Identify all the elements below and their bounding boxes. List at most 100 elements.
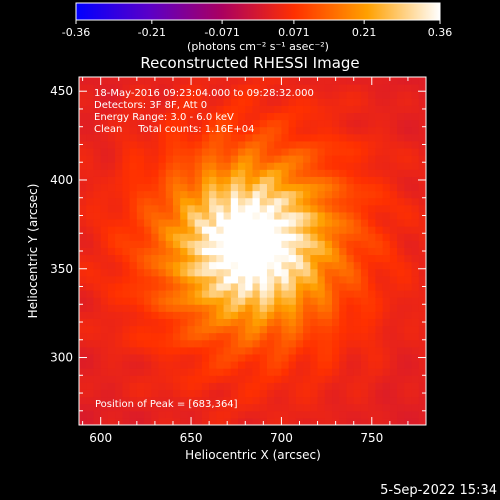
heatmap-cell: [79, 304, 87, 312]
heatmap-cell: [165, 233, 174, 241]
heatmap-cell: [375, 84, 384, 92]
heatmap-cell: [259, 211, 268, 220]
heatmap-cell: [281, 183, 290, 192]
heatmap-cell: [295, 275, 304, 284]
heatmap-cell: [259, 197, 268, 206]
heatmap-cell: [332, 247, 340, 256]
heatmap-cell: [93, 396, 102, 405]
heatmap-cell: [332, 368, 340, 376]
heatmap-cell: [172, 261, 181, 270]
heatmap-cell: [389, 318, 398, 327]
heatmap-cell: [216, 353, 225, 362]
heatmap-cell: [266, 304, 275, 312]
heatmap-cell: [252, 304, 261, 312]
heatmap-cell: [389, 98, 398, 106]
heatmap-cell: [230, 368, 239, 376]
heatmap-cell: [187, 162, 196, 170]
heatmap-cell: [107, 346, 116, 355]
heatmap-cell: [382, 190, 391, 199]
heatmap-cell: [122, 346, 131, 355]
heatmap-cell: [360, 226, 369, 234]
heatmap-cell: [303, 417, 311, 425]
heatmap-cell: [100, 389, 109, 398]
heatmap-cell: [180, 190, 188, 199]
heatmap-cell: [230, 126, 239, 135]
heatmap-cell: [259, 410, 268, 419]
heatmap-cell: [172, 368, 181, 376]
heatmap-cell: [230, 91, 239, 99]
heatmap-cell: [201, 155, 210, 163]
heatmap-cell: [252, 119, 261, 128]
heatmap-cell: [201, 176, 210, 185]
heatmap-image: [79, 77, 426, 425]
heatmap-cell: [418, 84, 426, 92]
heatmap-cell: [418, 112, 426, 121]
heatmap-cell: [346, 84, 355, 92]
heatmap-cell: [245, 155, 253, 163]
chart-title: Reconstructed RHESSI Image: [140, 54, 359, 72]
heatmap-cell: [368, 190, 376, 199]
heatmap-cell: [368, 375, 376, 383]
heatmap-cell: [172, 140, 181, 149]
heatmap-cell: [303, 346, 311, 355]
heatmap-cell: [238, 105, 246, 114]
heatmap-cell: [310, 339, 319, 348]
heatmap-cell: [339, 261, 347, 270]
heatmap-cell: [317, 261, 326, 270]
heatmap-cell: [129, 148, 138, 156]
heatmap-cell: [201, 247, 210, 256]
heatmap-cell: [100, 403, 109, 412]
heatmap-cell: [368, 325, 376, 334]
heatmap-cell: [238, 84, 246, 92]
heatmap-cell: [144, 169, 152, 177]
heatmap-cell: [172, 119, 181, 128]
heatmap-cell: [209, 119, 217, 128]
heatmap-cell: [288, 304, 297, 312]
heatmap-cell: [238, 417, 246, 425]
heatmap-cell: [332, 105, 340, 114]
heatmap-cell: [122, 261, 131, 270]
heatmap-cell: [115, 98, 123, 106]
heatmap-cell: [274, 105, 282, 114]
heatmap-cell: [144, 91, 152, 99]
heatmap-cell: [281, 297, 290, 305]
heatmap-cell: [136, 275, 145, 284]
heatmap-cell: [93, 126, 102, 135]
heatmap-cell: [418, 77, 426, 85]
heatmap-cell: [397, 403, 405, 412]
heatmap-cell: [100, 304, 109, 312]
heatmap-cell: [180, 282, 188, 291]
heatmap-cell: [172, 148, 181, 156]
heatmap-cell: [397, 77, 405, 85]
heatmap-cell: [252, 197, 261, 206]
heatmap-cell: [165, 361, 174, 369]
heatmap-cell: [245, 297, 253, 305]
heatmap-cell: [339, 304, 347, 312]
heatmap-cell: [245, 304, 253, 312]
heatmap-cell: [295, 119, 304, 128]
heatmap-cell: [86, 176, 94, 185]
heatmap-cell: [324, 219, 333, 227]
heatmap-cell: [382, 126, 391, 135]
heatmap-cell: [86, 375, 94, 383]
heatmap-cell: [230, 290, 239, 298]
heatmap-cell: [303, 361, 311, 369]
heatmap-cell: [274, 77, 282, 85]
heatmap-cell: [209, 325, 217, 334]
heatmap-cell: [332, 226, 340, 234]
heatmap-cell: [382, 382, 391, 390]
heatmap-cell: [266, 318, 275, 327]
heatmap-cell: [107, 318, 116, 327]
heatmap-cell: [389, 169, 398, 177]
heatmap-cell: [165, 226, 174, 234]
heatmap-cell: [360, 176, 369, 185]
heatmap-cell: [274, 148, 282, 156]
heatmap-cell: [368, 261, 376, 270]
heatmap-cell: [353, 77, 362, 85]
heatmap-cell: [180, 155, 188, 163]
heatmap-cell: [187, 282, 196, 291]
heatmap-cell: [201, 197, 210, 206]
heatmap-cell: [115, 176, 123, 185]
heatmap-cell: [252, 396, 261, 405]
heatmap-cell: [317, 133, 326, 142]
